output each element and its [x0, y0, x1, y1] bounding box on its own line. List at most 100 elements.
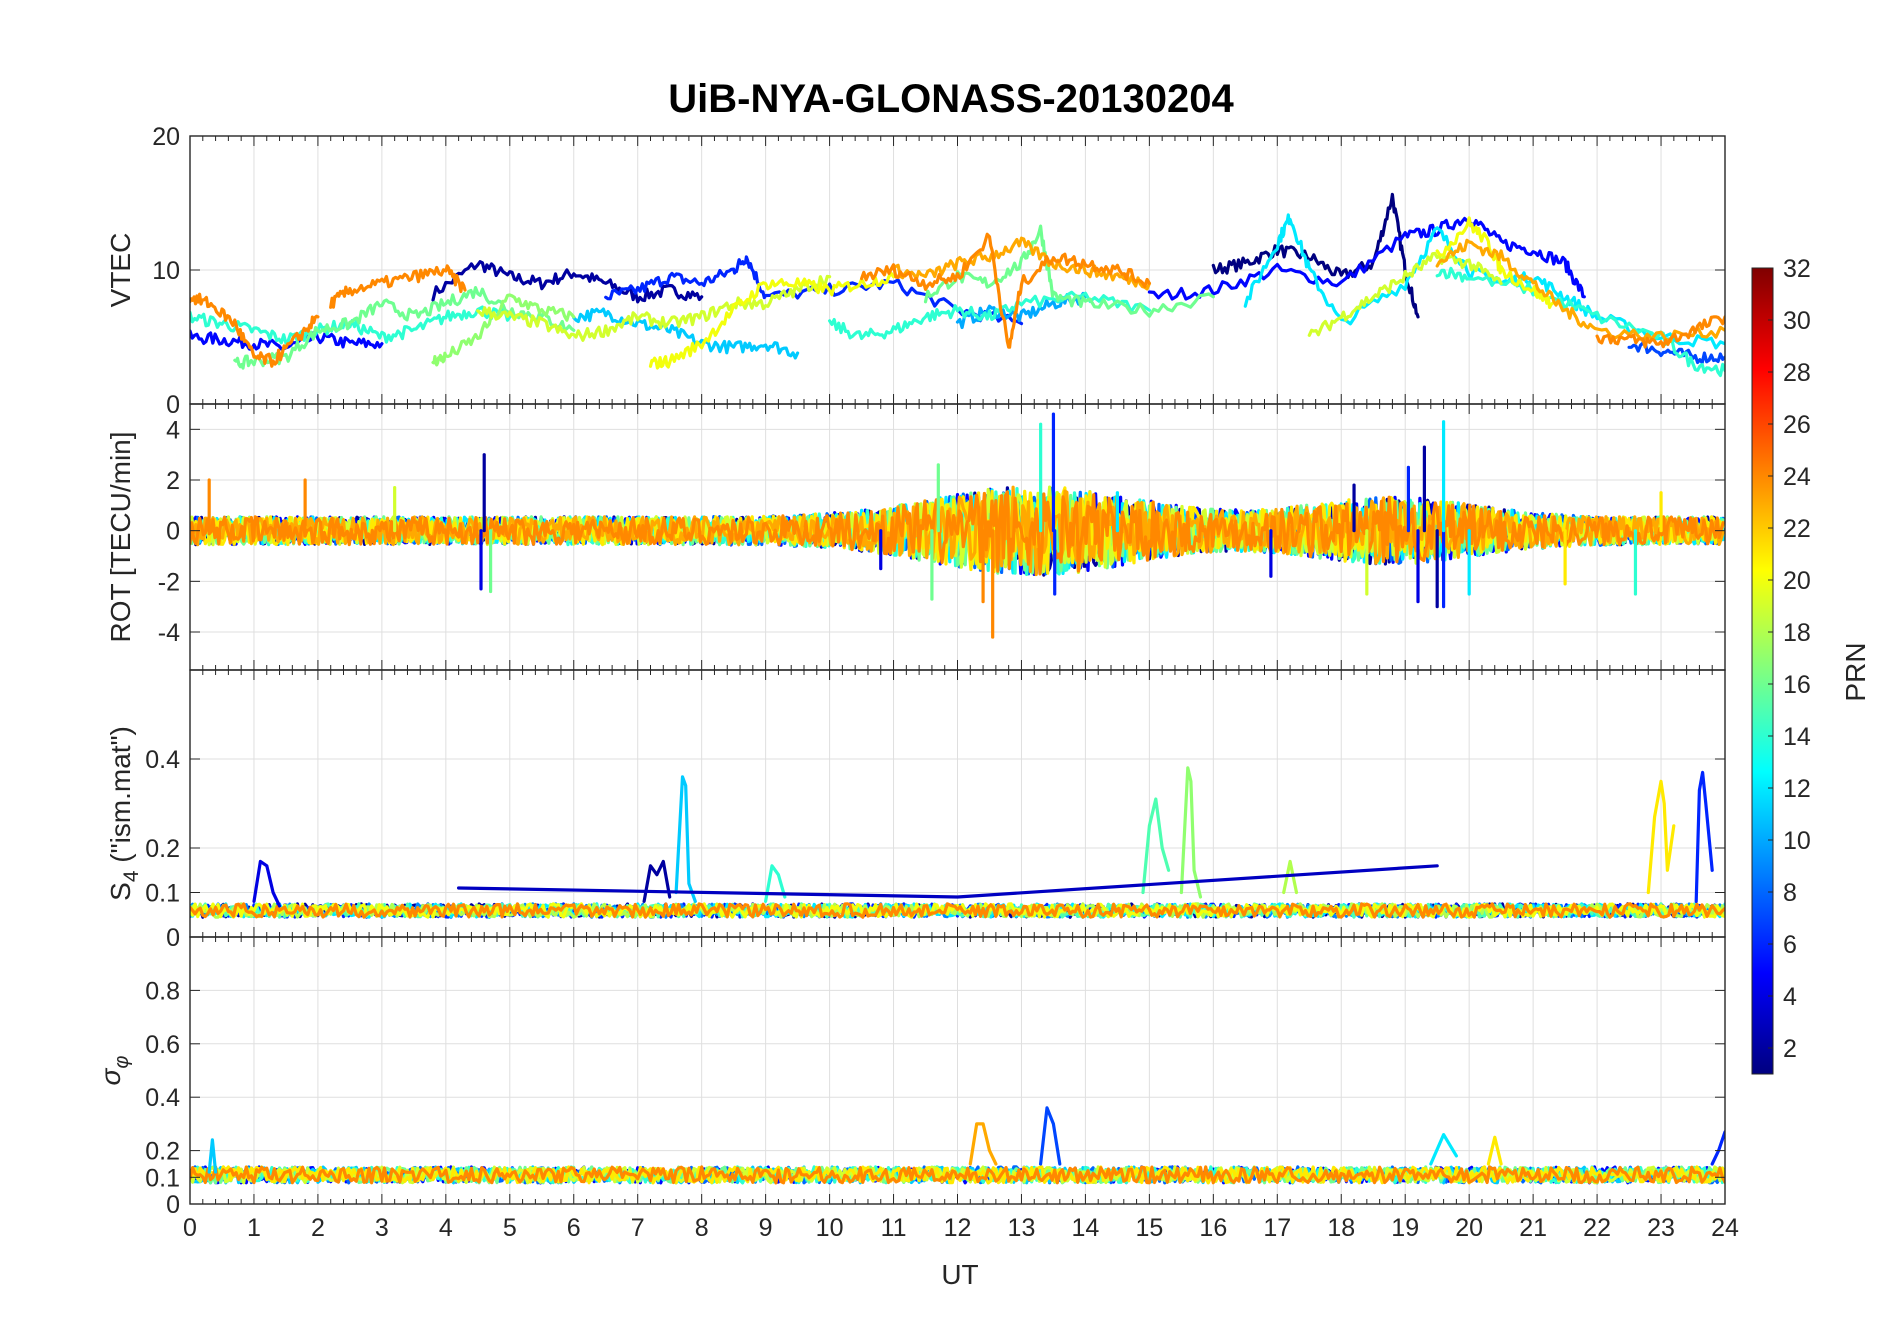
traces [190, 412, 1725, 639]
s4-peak-trace [1694, 770, 1714, 903]
y-tick-label: 0 [166, 391, 180, 419]
x-tick-label: 22 [1583, 1214, 1611, 1242]
vtec-trace [431, 260, 704, 304]
x-tick-label: 2 [311, 1214, 325, 1242]
y-tick-label: 4 [166, 416, 180, 444]
x-tick-label: 18 [1327, 1214, 1355, 1242]
y-tick-label: 0.1 [145, 1164, 180, 1192]
x-tick-label: 9 [759, 1214, 773, 1242]
panel-s4: 00.10.20.4S4 ("ism.mat") [105, 669, 1726, 952]
colorbar-scale [1751, 267, 1774, 1075]
y-tick-label: -4 [158, 619, 180, 647]
sigma-peak-trace [1486, 1135, 1503, 1166]
axes-frame [189, 936, 1726, 1205]
s-letter: S [105, 882, 136, 901]
colorbar-tick-label: 8 [1783, 879, 1797, 907]
traces [190, 1106, 1725, 1185]
x-tick-label: 7 [631, 1214, 645, 1242]
y-tick-label: 0 [166, 518, 180, 546]
vtec-trace [476, 274, 832, 342]
vtec-trace [828, 290, 1151, 341]
colorbar-tick-label: 6 [1783, 931, 1797, 959]
vtec-trace [1435, 238, 1725, 344]
sigma-peak-trace [968, 1122, 998, 1166]
y-tick-label: 0.8 [145, 977, 180, 1005]
traces [190, 192, 1725, 378]
y-tick-label: 0 [166, 1191, 180, 1219]
vtec-trace [1307, 251, 1503, 337]
chart-title: UiB-NYA-GLONASS-20130204 [668, 77, 1234, 121]
vtec-trace [891, 236, 1151, 291]
s4-peak-trace [674, 775, 697, 903]
colorbar-tick-label: 26 [1783, 411, 1811, 439]
x-tick-label: 1 [247, 1214, 261, 1242]
colorbar-tick-label: 16 [1783, 671, 1811, 699]
x-tick-label: 8 [695, 1214, 709, 1242]
x-tick-label: 14 [1072, 1214, 1100, 1242]
s4-peak-trace [1646, 779, 1676, 895]
x-tick-label: 15 [1135, 1214, 1163, 1242]
panel-sigma: 00.10.2 0.4 0.6 0.8 σφ [95, 936, 1726, 1219]
x-tick-label: 21 [1519, 1214, 1547, 1242]
s4-peak-trace [764, 864, 787, 903]
y-tick-label: 0.2 [145, 835, 180, 863]
colorbar-tick-label: 4 [1783, 983, 1797, 1011]
vtec-trace [955, 291, 1087, 330]
x-tick-label: 12 [944, 1214, 972, 1242]
vtec-trace [1595, 315, 1725, 349]
x-tick-label: 3 [375, 1214, 389, 1242]
sigma-baseline-trace [190, 1165, 1725, 1185]
colorbar-tick-label: 28 [1783, 359, 1811, 387]
y-tick-label: 0.1 [145, 880, 180, 908]
y-tick-label: 2 [166, 467, 180, 495]
vtec-trace [1211, 192, 1420, 319]
x-tick-label: 11 [881, 1214, 907, 1242]
colorbar-tick-label: 14 [1783, 723, 1811, 751]
colorbar-tick-label: 18 [1783, 619, 1811, 647]
s4-peak-trace [642, 859, 672, 903]
s4-peak-trace [1179, 766, 1203, 899]
y-tick-label: 0 [166, 924, 180, 952]
x-tick-label: 16 [1199, 1214, 1227, 1242]
y-axis-label: S4 ("ism.mat") [105, 726, 143, 901]
y-axis-label: σφ [95, 1056, 133, 1086]
sigma-peak-trace [1039, 1106, 1062, 1166]
x-tick-label: 23 [1647, 1214, 1675, 1242]
y-tick-label: 0.6 [145, 1031, 180, 1059]
colorbar-tick-label: 24 [1783, 463, 1811, 491]
x-tick-label: 17 [1263, 1214, 1291, 1242]
colorbar-tick-label: 32 [1783, 255, 1811, 283]
sigma-symbol: σ [95, 1067, 126, 1085]
colorbar-tick-label: 20 [1783, 567, 1811, 595]
vtec-trace [604, 255, 1024, 326]
vtec-trace [648, 271, 896, 370]
vtec-trace [572, 307, 800, 360]
vtec-trace [1435, 216, 1554, 309]
colorbar-tick-label: 22 [1783, 515, 1811, 543]
x-tick-label: 5 [503, 1214, 517, 1242]
vtec-trace [329, 264, 467, 309]
x-tick-label: 19 [1391, 1214, 1419, 1242]
s4-peak-trace [252, 859, 282, 908]
y-axis-label: ROT [TECU/min] [105, 431, 136, 642]
y-axis-label: VTEC [105, 233, 136, 308]
x-tick-label: 13 [1008, 1214, 1036, 1242]
panel-vtec: 0 10 20 VTEC [105, 123, 1726, 419]
four-subscript: 4 [120, 870, 143, 882]
y-tick-label: 0.4 [145, 746, 180, 774]
colorbar-tick-label: 10 [1783, 827, 1811, 855]
colorbar-label: PRN [1840, 642, 1871, 701]
sigma-peak-trace [1429, 1133, 1458, 1166]
s4-source: ("ism.mat") [105, 726, 136, 870]
y-tick-label: 10 [152, 257, 180, 285]
colorbar-tick-label: 2 [1783, 1035, 1797, 1063]
s4-peak-trace [1282, 859, 1299, 895]
x-tick-label: 6 [567, 1214, 581, 1242]
vtec-trace [923, 224, 1215, 318]
colorbar-tick-label: 12 [1783, 775, 1811, 803]
y-tick-label: -2 [158, 568, 180, 596]
vtec-trace [1147, 216, 1586, 301]
traces [190, 766, 1725, 919]
x-tick-label: 0 [183, 1214, 197, 1242]
